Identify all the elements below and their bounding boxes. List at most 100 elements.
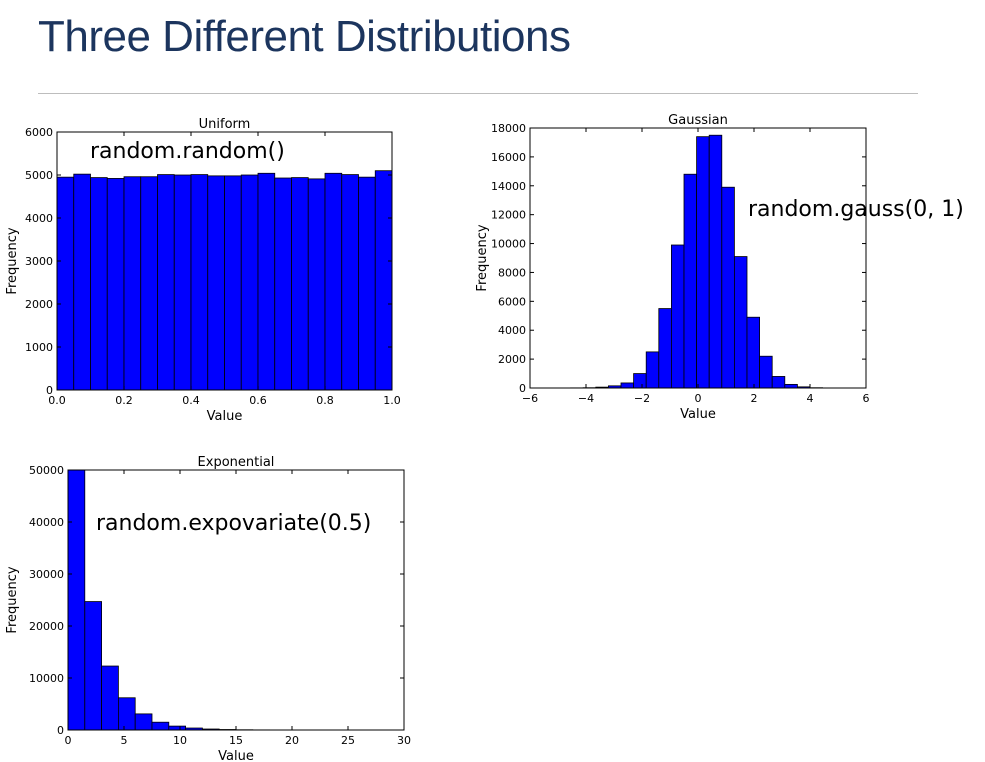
gaussian-y-tick-label: 4000 (498, 324, 526, 337)
gaussian-histogram: −6 −4 −2 0 2 4 6 0 2000 4000 6000 8000 10000 12000 140… (475, 113, 964, 422)
uniform-bar (90, 177, 108, 391)
uniform-x-tick-label: 1.0 (383, 394, 401, 407)
uniform-bar (173, 174, 192, 391)
uniform-x-tick-label: 0.2 (115, 394, 133, 407)
uniform-y-tick-label: 3000 (25, 255, 53, 268)
uniform-bar (291, 177, 309, 391)
uniform-bar (341, 174, 359, 391)
gaussian-bar (733, 256, 748, 389)
gaussian-bar (658, 308, 672, 389)
gaussian-bar (620, 382, 635, 389)
uniform-histogram: 0.0 0.2 0.4 0.6 0.8 1.0 0 1000 2000 3000 4000 5000 6… (5, 117, 401, 424)
gaussian-x-tick-label: 4 (807, 392, 814, 405)
exponential-annotation: random.expovariate(0.5) (96, 511, 371, 536)
uniform-bar (157, 174, 175, 391)
exponential-bar (168, 725, 187, 731)
uniform-bar (123, 176, 142, 391)
gaussian-y-tick-label: 0 (519, 382, 526, 395)
exponential-histogram: 0 5 10 15 20 25 30 0 10000 20000 30000 40000 50000 Ex… (5, 455, 411, 762)
uniform-x-tick-label: 0.0 (48, 394, 66, 407)
uniform-y-tick-label: 2000 (25, 298, 53, 311)
exponential-bar (151, 721, 170, 731)
exponential-x-tick-label: 20 (285, 734, 299, 747)
exponential-bar (134, 713, 153, 731)
exponential-x-tick-label: 30 (397, 734, 411, 747)
gaussian-bar (759, 355, 773, 389)
exponential-y-tick-label: 10000 (29, 672, 64, 685)
uniform-y-tick-label: 6000 (25, 126, 53, 139)
gaussian-x-tick-label: −2 (634, 392, 650, 405)
gaussian-bar (771, 376, 786, 389)
gaussian-y-tick-label: 14000 (491, 180, 526, 193)
gaussian-y-tick-label: 6000 (498, 295, 526, 308)
exponential-y-tick-label: 20000 (29, 620, 64, 633)
gaussian-bar (696, 136, 710, 389)
title-divider (38, 93, 918, 94)
uniform-bar (207, 175, 225, 391)
gaussian-y-axis-label: Frequency (475, 224, 490, 291)
exponential-y-axis-label: Frequency (5, 566, 20, 633)
exponential-bar (118, 697, 136, 731)
exponential-x-tick-label: 15 (229, 734, 243, 747)
uniform-bar (257, 172, 276, 391)
gaussian-bar (708, 134, 723, 389)
exponential-x-tick-label: 25 (341, 734, 355, 747)
exponential-y-tick-label: 50000 (29, 464, 64, 477)
uniform-x-tick-label: 0.4 (182, 394, 200, 407)
uniform-bar (106, 178, 125, 391)
exponential-y-tick-label: 0 (57, 724, 64, 737)
exponential-x-tick-label: 10 (173, 734, 187, 747)
gaussian-bar (746, 316, 760, 389)
uniform-x-tick-label: 0.6 (249, 394, 267, 407)
gaussian-bar (721, 186, 735, 389)
uniform-y-tick-label: 5000 (25, 169, 53, 182)
uniform-bar (324, 172, 343, 391)
uniform-annotation: random.random() (90, 139, 285, 164)
exponential-chart-title: Exponential (198, 455, 275, 470)
exponential-y-tick-label: 30000 (29, 568, 64, 581)
gaussian-y-tick-label: 2000 (498, 353, 526, 366)
uniform-bar (73, 173, 91, 391)
uniform-bar (240, 174, 259, 391)
gaussian-bar (645, 351, 660, 389)
exponential-plot-area (68, 470, 404, 730)
gaussian-bar (784, 383, 798, 389)
uniform-y-axis-label: Frequency (5, 227, 20, 294)
gaussian-x-tick-label: 6 (863, 392, 870, 405)
gaussian-y-tick-label: 12000 (491, 209, 526, 222)
uniform-bar (374, 170, 393, 391)
exponential-y-tick-label: 40000 (29, 516, 64, 529)
gaussian-x-axis-label: Value (680, 407, 716, 422)
exponential-x-axis-label: Value (218, 749, 254, 762)
exponential-bar (84, 601, 103, 731)
gaussian-y-tick-label: 18000 (491, 122, 526, 135)
uniform-bar (190, 174, 209, 391)
exponential-x-tick-label: 0 (65, 734, 72, 747)
exponential-bar (101, 665, 119, 731)
uniform-chart-title: Uniform (199, 117, 251, 132)
gaussian-annotation: random.gauss(0, 1) (748, 197, 964, 222)
gaussian-x-tick-label: −6 (522, 392, 538, 405)
uniform-bar (274, 177, 292, 391)
exponential-x-tick-label: 5 (121, 734, 128, 747)
gaussian-bar (633, 373, 647, 389)
uniform-y-tick-label: 4000 (25, 212, 53, 225)
uniform-bar (307, 178, 326, 391)
gaussian-x-tick-label: 0 (695, 392, 702, 405)
gaussian-bar (683, 173, 697, 389)
gaussian-bar (670, 244, 685, 389)
exponential-bar (67, 469, 86, 731)
uniform-bar (224, 175, 242, 391)
uniform-bar (140, 176, 158, 391)
slide-title: Three Different Distributions (38, 12, 571, 61)
uniform-x-axis-label: Value (207, 409, 243, 424)
uniform-y-tick-label: 0 (46, 384, 53, 397)
gaussian-x-tick-label: 2 (751, 392, 758, 405)
gaussian-x-tick-label: −4 (578, 392, 594, 405)
gaussian-chart-title: Gaussian (668, 113, 728, 128)
gaussian-y-tick-label: 10000 (491, 238, 526, 251)
uniform-bar (56, 176, 75, 391)
uniform-bar (358, 176, 376, 391)
uniform-x-tick-label: 0.8 (316, 394, 334, 407)
gaussian-y-tick-label: 16000 (491, 151, 526, 164)
